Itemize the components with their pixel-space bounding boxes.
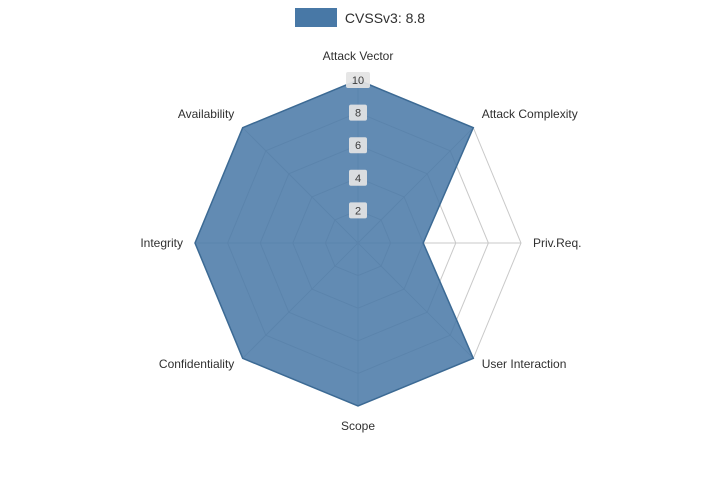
tick-label: 8 <box>355 108 361 120</box>
axis-label-integrity: Integrity <box>140 236 183 250</box>
tick-label-bg <box>349 104 367 121</box>
axis-label-attack-complexity: Attack Complexity <box>482 107 578 121</box>
tick-label: 4 <box>355 173 361 185</box>
tick-label-bg <box>349 202 367 219</box>
axis-label-priv-req: Priv.Req. <box>533 236 581 250</box>
axis-label-user-interaction: User Interaction <box>482 357 567 371</box>
legend-swatch <box>294 8 337 27</box>
tick-label: 6 <box>355 140 361 152</box>
data-polygon <box>194 79 475 407</box>
legend-label: CVSSv3: 8.8 <box>344 9 426 26</box>
axis-label-availability: Availability <box>178 107 234 121</box>
tick-label-bg <box>346 72 370 88</box>
tick-label: 10 <box>352 75 364 87</box>
axis-label-scope: Scope <box>341 419 375 433</box>
tick-label-bg <box>349 137 367 154</box>
axis-label-attack-vector: Attack Vector <box>323 49 394 63</box>
tick-label: 2 <box>355 205 361 217</box>
axis-label-confidentiality: Confidentiality <box>159 357 234 371</box>
legend[interactable]: CVSSv3: 8.8 <box>0 8 720 27</box>
tick-label-bg <box>349 169 367 186</box>
